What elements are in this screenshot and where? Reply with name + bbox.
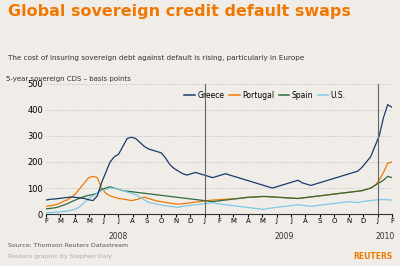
Text: Reuters graphic by Stephen Daly: Reuters graphic by Stephen Daly	[8, 254, 112, 259]
Text: 2010: 2010	[375, 232, 394, 241]
Text: 5-year sovereign CDS – basis points: 5-year sovereign CDS – basis points	[6, 77, 131, 82]
Legend: Greece, Portugal, Spain, U.S.: Greece, Portugal, Spain, U.S.	[181, 88, 349, 103]
Text: REUTERS: REUTERS	[353, 252, 392, 261]
Text: 2009: 2009	[274, 232, 294, 241]
Text: The cost of insuring sovereign debt against default is rising, particularly in E: The cost of insuring sovereign debt agai…	[8, 55, 304, 61]
Text: 2008: 2008	[108, 232, 128, 241]
Text: Global sovereign credit default swaps: Global sovereign credit default swaps	[8, 4, 351, 19]
Text: Source: Thomson Reuters Datastream: Source: Thomson Reuters Datastream	[8, 243, 128, 248]
